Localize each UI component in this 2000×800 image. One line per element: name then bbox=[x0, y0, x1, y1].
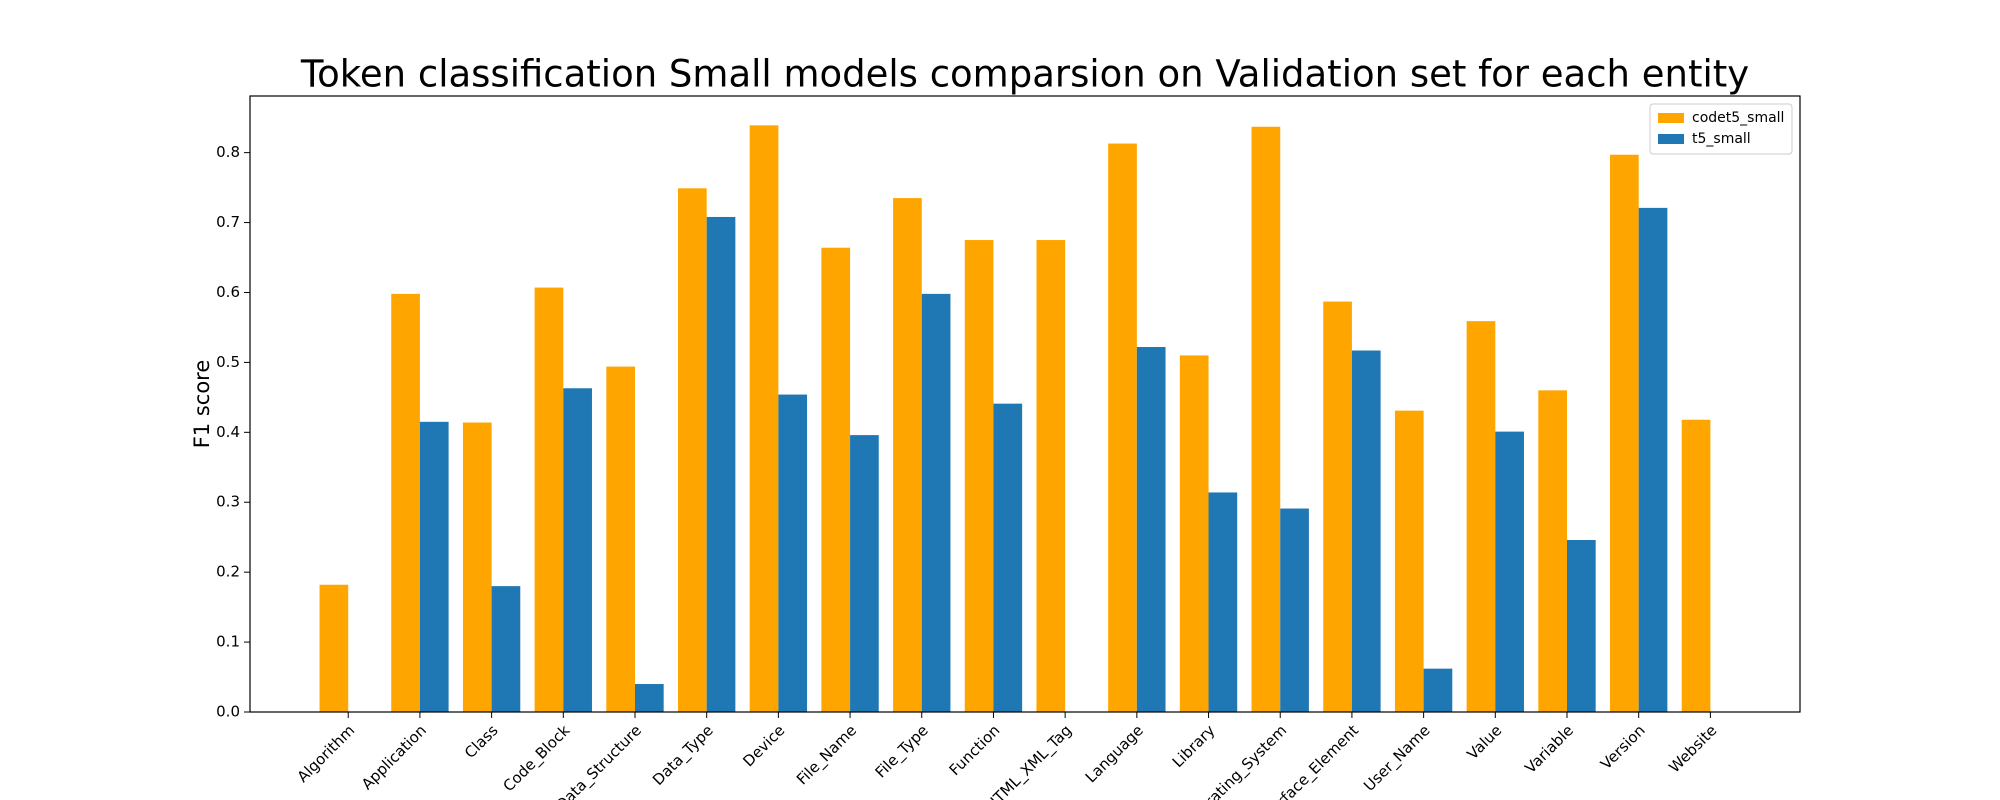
bar bbox=[1036, 240, 1066, 712]
x-tick-label: File_Name bbox=[793, 721, 861, 789]
bar bbox=[634, 684, 664, 712]
bar bbox=[1351, 350, 1381, 712]
bar bbox=[534, 287, 564, 712]
bar bbox=[1108, 143, 1137, 713]
bar bbox=[821, 247, 851, 712]
legend-label: t5_small bbox=[1692, 131, 1751, 147]
bar bbox=[606, 366, 635, 712]
y-tick-label: 0.5 bbox=[216, 353, 240, 371]
legend-label: codet5_small bbox=[1692, 110, 1784, 126]
bar bbox=[1610, 154, 1639, 712]
bar bbox=[419, 421, 449, 712]
chart-title: Token classification Small models compar… bbox=[300, 53, 1749, 96]
bar bbox=[1280, 508, 1309, 712]
y-tick-label: 0.3 bbox=[216, 493, 240, 511]
bar bbox=[1466, 321, 1496, 712]
bar bbox=[1566, 539, 1596, 712]
plot-frame bbox=[249, 95, 1801, 713]
x-tick-label: Code_Block bbox=[499, 721, 574, 796]
bar bbox=[778, 394, 808, 712]
bar bbox=[749, 125, 779, 712]
x-tick-label: Language bbox=[1082, 721, 1147, 786]
legend-swatch bbox=[1658, 134, 1684, 144]
bar bbox=[491, 586, 521, 712]
y-tick-label: 0.1 bbox=[216, 633, 240, 651]
x-tick-label: Algorithm bbox=[294, 721, 359, 786]
x-tick-label: Value bbox=[1463, 721, 1505, 763]
bar bbox=[462, 422, 492, 712]
bar bbox=[993, 403, 1023, 712]
bar bbox=[850, 435, 879, 712]
bar bbox=[921, 293, 951, 712]
bar bbox=[706, 216, 736, 713]
x-tick-label: Website bbox=[1665, 721, 1720, 776]
x-tick-label: Function bbox=[946, 721, 1004, 779]
legend-swatch bbox=[1658, 113, 1684, 123]
bar bbox=[319, 584, 349, 712]
x-tick-label: Data_Type bbox=[649, 721, 717, 789]
x-tick-label: Library bbox=[1169, 721, 1219, 771]
bar bbox=[1681, 419, 1711, 712]
bar bbox=[678, 188, 707, 713]
bar bbox=[964, 240, 994, 712]
y-tick-label: 0.4 bbox=[216, 423, 240, 441]
x-tick-label: Application bbox=[358, 721, 430, 793]
x-tick-label: Variable bbox=[1521, 721, 1577, 777]
bar bbox=[1394, 410, 1424, 712]
bar bbox=[893, 198, 922, 713]
bar bbox=[391, 293, 420, 712]
y-tick-label: 0.2 bbox=[216, 563, 240, 581]
bar bbox=[1208, 492, 1238, 712]
legend-box bbox=[1649, 103, 1793, 155]
x-tick-label: Class bbox=[461, 721, 502, 762]
x-tick-label: File_Type bbox=[872, 721, 933, 782]
y-tick-label: 0.8 bbox=[216, 143, 240, 161]
y-tick-label: 0.7 bbox=[216, 213, 240, 231]
bar bbox=[1251, 126, 1281, 713]
bar bbox=[1323, 301, 1352, 712]
x-tick-label: Version bbox=[1597, 721, 1649, 773]
y-tick-label: 0.0 bbox=[216, 703, 240, 721]
bar bbox=[563, 388, 592, 712]
bar bbox=[1136, 347, 1166, 712]
x-tick-label: User_Name bbox=[1360, 721, 1434, 795]
bar bbox=[1495, 431, 1524, 712]
bar bbox=[1638, 207, 1668, 713]
bar bbox=[1179, 355, 1209, 712]
y-axis-label: F1 score bbox=[190, 360, 214, 449]
y-tick-label: 0.6 bbox=[216, 283, 240, 301]
x-tick-label: Device bbox=[739, 721, 788, 770]
bar bbox=[1423, 668, 1453, 712]
bar bbox=[1538, 390, 1567, 712]
